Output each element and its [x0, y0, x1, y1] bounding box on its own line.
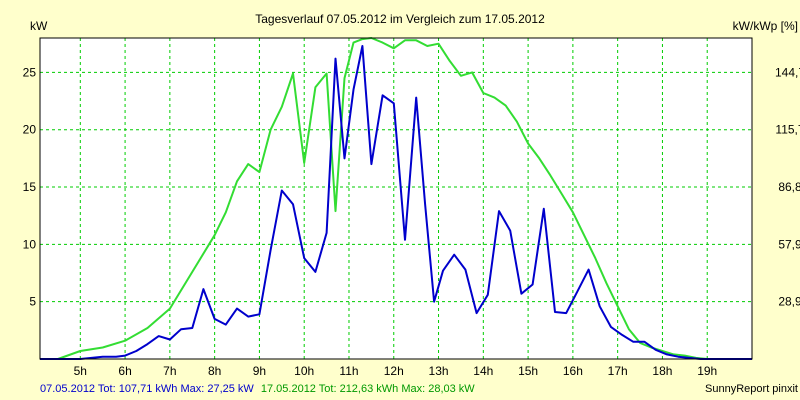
footer-credit: SunnyReport pinxit — [705, 383, 798, 395]
y-axis-left-ticks: 5 10 15 20 25 — [23, 65, 37, 308]
y-tick-label-right: 28,9 — [778, 295, 800, 309]
series-lines — [40, 37, 752, 360]
x-tick-label: 6h — [118, 364, 131, 378]
y-axis-label-right: kW/kWp [%] — [733, 19, 798, 33]
footer-series-2: 17.05.2012 Tot: 212,63 kWh Max: 28,03 kW — [261, 383, 475, 395]
x-tick-label: 10h — [294, 364, 314, 378]
x-tick-label: 15h — [518, 364, 538, 378]
x-tick-label: 18h — [652, 364, 672, 378]
x-tick-label: 13h — [429, 364, 449, 378]
y-tick-label-left: 5 — [29, 295, 36, 309]
y-tick-label-right: 57,9 — [778, 237, 800, 251]
series-line-blue — [40, 45, 752, 360]
x-tick-label: 5h — [74, 364, 87, 378]
x-tick-label: 12h — [384, 364, 404, 378]
x-tick-label: 8h — [208, 364, 221, 378]
footer-legend: 07.05.2012 Tot: 107,71 kWh Max: 27,25 kW… — [40, 383, 475, 395]
y-tick-label-right: 144,7 — [775, 65, 800, 79]
plot-area — [40, 38, 752, 359]
x-tick-label: 16h — [563, 364, 583, 378]
y-tick-label-left: 20 — [23, 123, 37, 137]
x-tick-label: 19h — [697, 364, 717, 378]
y-tick-label-right: 86,8 — [778, 180, 800, 194]
series-line-green — [40, 37, 752, 360]
y-tick-label-left: 15 — [23, 180, 37, 194]
x-tick-label: 11h — [339, 364, 358, 378]
y-tick-label-left: 25 — [23, 65, 37, 79]
x-tick-label: 17h — [608, 364, 628, 378]
chart-title: Tagesverlauf 07.05.2012 im Vergleich zum… — [255, 12, 545, 26]
footer-series-1: 07.05.2012 Tot: 107,71 kWh Max: 27,25 kW — [40, 383, 254, 395]
x-tick-label: 9h — [253, 364, 266, 378]
x-axis-ticks: 5h 6h 7h 8h 9h 10h 11h 12h 13h 14h 15h 16h 17h 18h 19h — [74, 364, 718, 378]
y-tick-label-left: 10 — [23, 237, 37, 251]
y-axis-label-left: kW — [30, 19, 48, 33]
x-tick-label: 7h — [163, 364, 176, 378]
y-axis-right-ticks: 28,9 57,9 86,8 115,7 144,7 — [775, 65, 800, 308]
x-tick-label: 14h — [473, 364, 493, 378]
y-tick-label-right: 115,7 — [775, 123, 800, 137]
plot-frame — [39, 37, 753, 360]
